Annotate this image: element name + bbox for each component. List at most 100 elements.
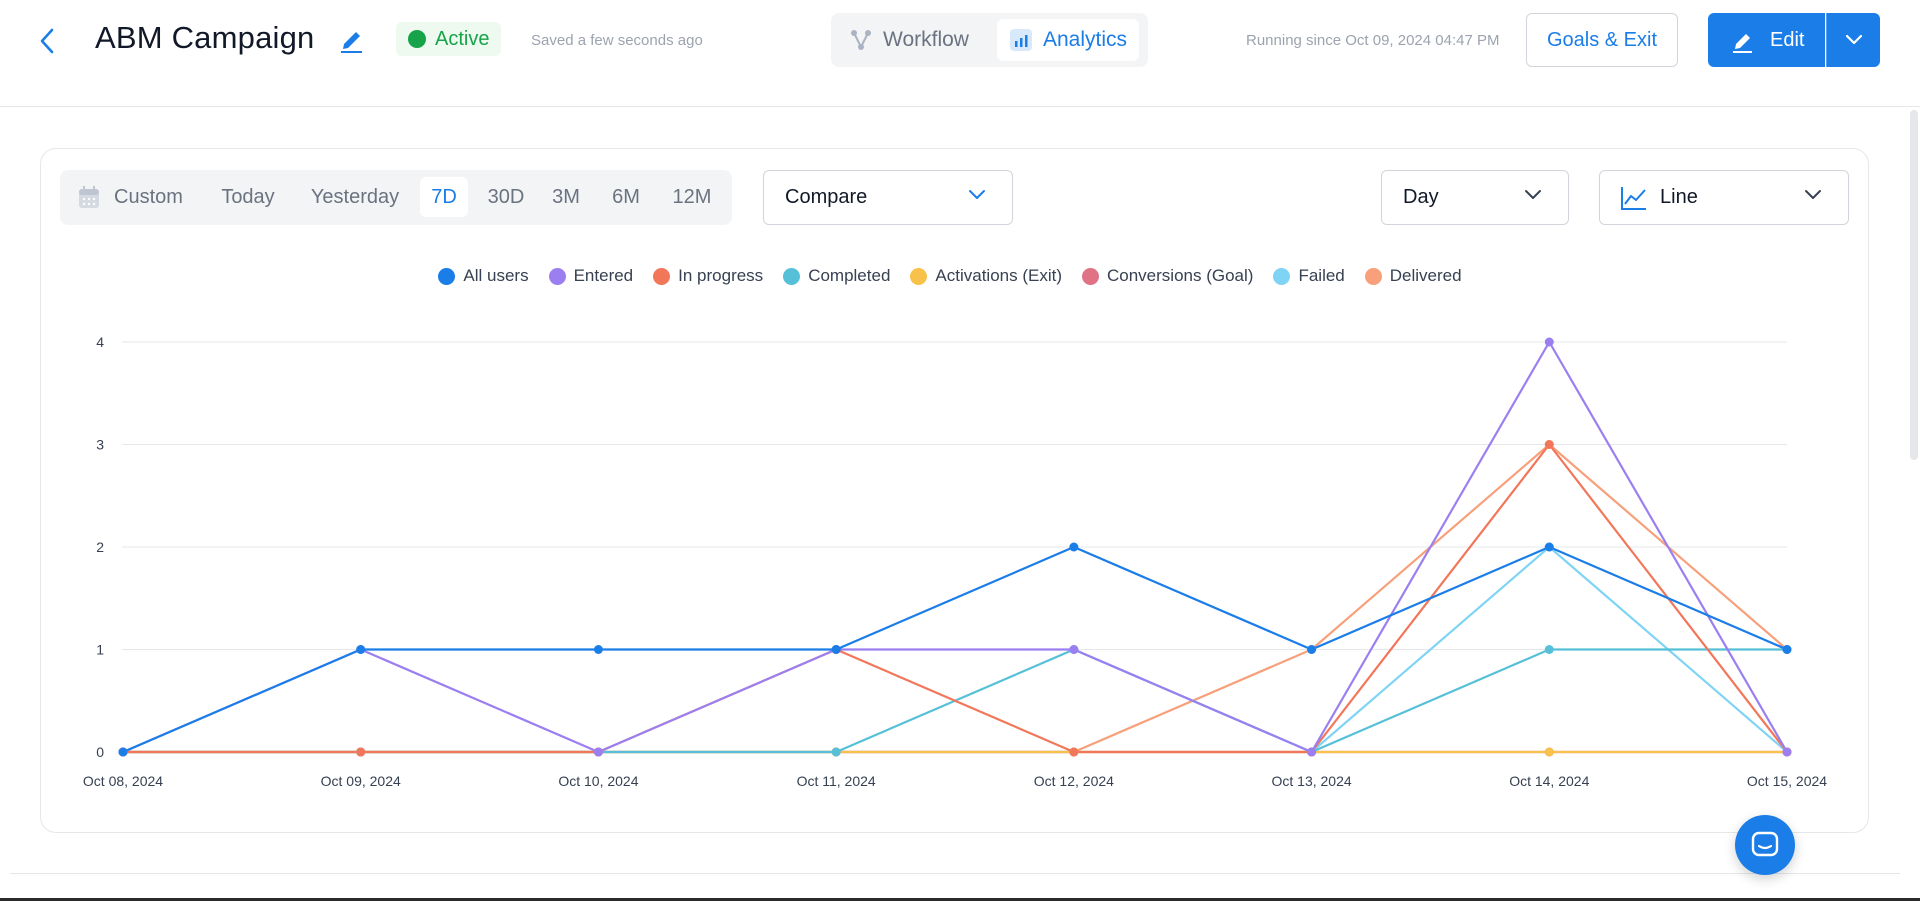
data-point (1544, 337, 1554, 347)
analytics-card (40, 148, 1869, 833)
x-tick-label: Oct 10, 2024 (558, 773, 638, 789)
data-point (1544, 542, 1554, 552)
data-point (1069, 542, 1079, 552)
x-tick-label: Oct 14, 2024 (1509, 773, 1589, 789)
status-dot-icon (408, 30, 426, 48)
pencil-icon (341, 32, 362, 53)
data-point (593, 747, 603, 757)
data-point (1544, 645, 1554, 654)
status-badge: Active (396, 22, 502, 56)
tab-analytics[interactable]: Analytics (997, 19, 1140, 61)
line-chart-icon (1621, 186, 1646, 210)
series-line (122, 545, 1788, 754)
back-button[interactable] (30, 24, 64, 58)
line-chart: 0 1 2 3 4 Oct 08, 2024 Oct 09, 2024 Oct 10, 202… (83, 334, 1827, 789)
legend-label: Activations (Exit) (935, 266, 1062, 285)
range-yesterday[interactable]: Yesterday (310, 185, 400, 208)
granularity-dropdown[interactable]: Day (1381, 170, 1569, 225)
data-point (1544, 440, 1554, 449)
data-point (1544, 747, 1554, 757)
legend-item[interactable]: Entered (548, 266, 634, 286)
legend-item[interactable]: Failed (1273, 266, 1345, 286)
data-point (1307, 747, 1317, 757)
legend-label: Conversions (Goal) (1107, 266, 1254, 285)
chart-type-dropdown[interactable]: Line (1599, 170, 1849, 225)
y-tick-label: 3 (96, 437, 104, 453)
legend-item[interactable]: In progress (653, 266, 763, 286)
legend-label: Failed (1298, 266, 1345, 285)
y-tick-label: 4 (96, 334, 104, 350)
range-3m[interactable]: 3M (552, 185, 580, 208)
chart-legend: All users Entered In progress Completed Acti… (0, 266, 1920, 286)
calendar-icon (79, 186, 100, 208)
chart-type-label: Line (1660, 186, 1698, 208)
series-line (122, 340, 1788, 754)
legend-item[interactable]: Conversions (Goal) (1082, 266, 1253, 286)
tab-workflow-label: Workflow (883, 28, 969, 51)
range-today[interactable]: Today (221, 185, 275, 208)
data-point (1069, 747, 1079, 757)
legend-swatch (1082, 267, 1099, 285)
divider (10, 873, 1900, 874)
range-7d[interactable]: 7D (420, 177, 468, 217)
x-tick-label: Oct 09, 2024 (321, 773, 401, 789)
legend-swatch (548, 267, 566, 285)
tab-analytics-label: Analytics (1043, 28, 1128, 51)
data-point (1782, 645, 1792, 654)
data-point (593, 645, 603, 654)
legend-item[interactable]: Activations (Exit) (910, 266, 1062, 286)
view-tabs: Workflow Analytics (831, 13, 1148, 67)
chat-icon (1751, 831, 1779, 857)
legend-swatch (1273, 267, 1291, 285)
workflow-icon (851, 30, 871, 50)
legend-swatch (653, 267, 671, 285)
analytics-icon (1010, 29, 1032, 51)
chevron-left-icon (40, 28, 54, 54)
legend-item[interactable]: Completed (783, 266, 890, 286)
x-tick-label: Oct 11, 2024 (797, 773, 876, 789)
legend-item[interactable]: Delivered (1364, 266, 1462, 286)
data-point (356, 645, 366, 654)
data-point (1782, 747, 1792, 757)
legend-label: Entered (573, 266, 634, 285)
chat-launcher-button[interactable] (1735, 815, 1795, 875)
edit-button-label: Edit (1770, 28, 1805, 51)
range-12m[interactable]: 12M (672, 185, 712, 208)
compare-dropdown[interactable]: Compare (763, 170, 1013, 225)
chevron-down-icon (969, 190, 985, 199)
range-custom-label: Custom (114, 185, 183, 208)
running-since: Running since Oct 09, 2024 04:47 PM (1246, 32, 1500, 49)
legend-swatch (438, 267, 456, 285)
legend-swatch (910, 267, 928, 285)
edit-button[interactable]: Edit (1708, 13, 1825, 67)
data-point (831, 645, 841, 654)
data-point (1307, 645, 1317, 654)
rename-button[interactable] (336, 24, 368, 56)
scrollbar[interactable] (1910, 110, 1918, 460)
edit-options-button[interactable] (1826, 13, 1880, 67)
y-tick-label: 1 (96, 642, 104, 658)
saved-indicator: Saved a few seconds ago (531, 32, 703, 49)
range-6m[interactable]: 6M (612, 185, 640, 208)
data-point (831, 747, 841, 757)
tab-workflow[interactable]: Workflow (837, 19, 981, 61)
legend-item[interactable]: All users (438, 266, 529, 286)
goals-exit-button[interactable]: Goals & Exit (1526, 13, 1678, 67)
x-tick-label: Oct 13, 2024 (1271, 773, 1351, 789)
data-point (1069, 645, 1079, 654)
series-line (123, 443, 1788, 754)
chevron-down-icon (1845, 34, 1862, 45)
y-tick-label: 0 (96, 744, 104, 760)
legend-label: All users (463, 266, 529, 285)
top-bar: ABM Campaign Active Saved a few seconds … (0, 0, 1920, 107)
pencil-icon (1733, 34, 1752, 53)
legend-label: Delivered (1389, 266, 1462, 285)
window-edge (0, 898, 1920, 901)
date-range-selector: Custom Today Yesterday 7D 30D 3M 6M 12M (60, 170, 732, 225)
range-30d[interactable]: 30D (487, 185, 525, 208)
x-tick-label: Oct 08, 2024 (83, 773, 163, 789)
range-custom[interactable]: Custom (68, 177, 193, 217)
x-tick-label: Oct 12, 2024 (1034, 773, 1114, 789)
chevron-down-icon (1525, 190, 1541, 199)
campaign-title: ABM Campaign (95, 20, 315, 55)
